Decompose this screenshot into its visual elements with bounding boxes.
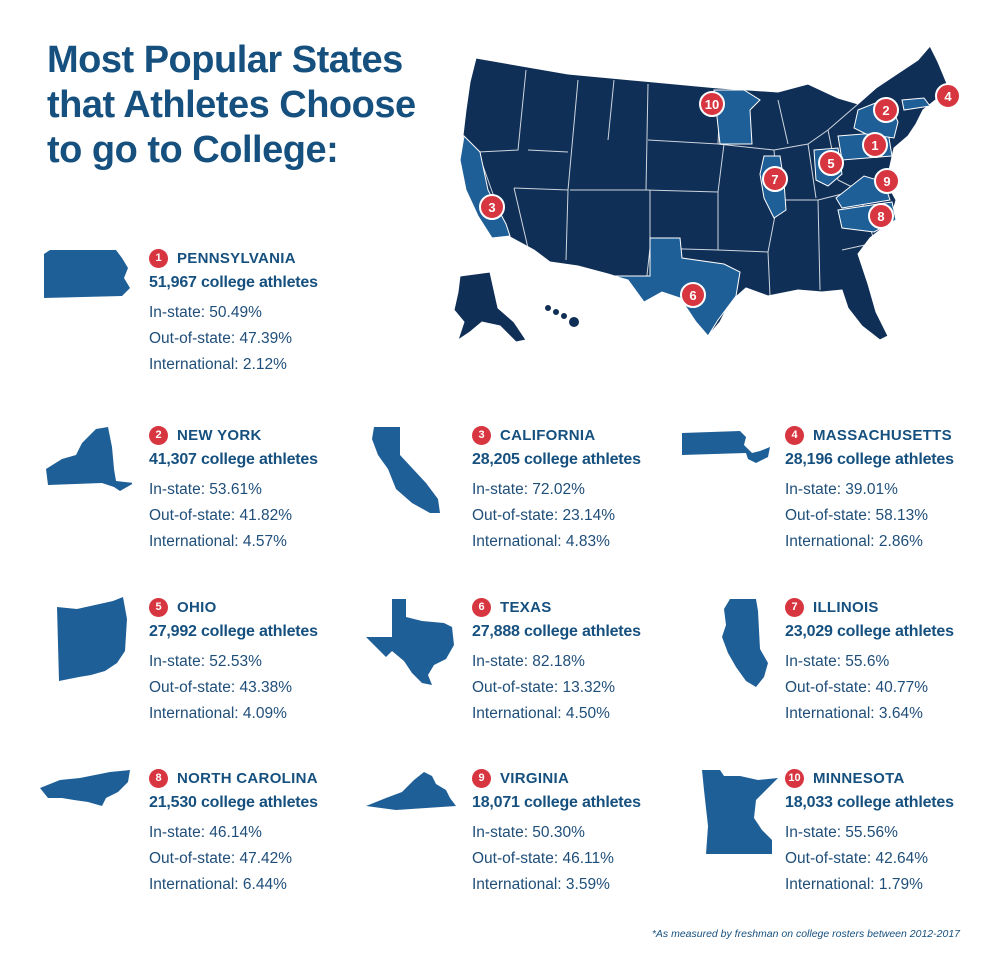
in-state-percent: In-state: 55.6% [785,653,890,670]
new-york-shape-icon [46,427,132,491]
map-pin-5: 5 [818,150,844,176]
out-of-state-percent: Out-of-state: 43.38% [149,679,293,696]
california-shape-icon [372,427,440,513]
north-carolina-shape-icon [40,770,130,806]
state-card-ohio: 5 OHIO 27,992 college athletes In-state:… [55,597,375,737]
state-card-illinois: 7 ILLINOIS 23,029 college athletes In-st… [712,597,1000,737]
international-percent: International: 4.50% [472,705,610,722]
map-pin-6: 6 [680,282,706,308]
map-pin-8: 8 [868,203,894,229]
athlete-total: 27,888 college athletes [472,623,641,640]
footnote: *As measured by freshman on college rost… [651,928,960,940]
out-of-state-percent: Out-of-state: 42.64% [785,850,929,867]
athlete-total: 27,992 college athletes [149,623,318,640]
state-name: ILLINOIS [813,598,879,616]
texas-highlight [613,237,741,337]
state-card-north-carolina: 8 NORTH CAROLINA 21,530 college athletes… [40,768,360,908]
state-card-pennsylvania: 1 PENNSYLVANIA 51,967 college athletes I… [42,248,362,388]
athlete-total: 51,967 college athletes [149,274,318,291]
out-of-state-percent: Out-of-state: 23.14% [472,507,616,524]
pennsylvania-shape-icon [44,250,130,298]
out-of-state-percent: Out-of-state: 41.82% [149,507,293,524]
page-title: Most Popular States that Athletes Choose t… [47,39,416,171]
rank-badge: 5 [149,597,168,617]
international-percent: International: 2.12% [149,356,287,373]
alaska-shape [453,271,527,343]
state-card-texas: 6 TEXAS 27,888 college athletes In-state… [366,597,686,737]
virginia-shape-icon [366,772,456,810]
state-name: MINNESOTA [813,769,905,787]
athlete-total: 18,071 college athletes [472,794,641,811]
international-percent: International: 4.57% [149,533,287,550]
rank-badge: 3 [472,425,491,445]
hawaii-shape [545,305,579,327]
in-state-percent: In-state: 55.56% [785,824,898,841]
in-state-percent: In-state: 82.18% [472,653,585,670]
massachusetts-shape-icon [682,431,770,463]
state-name: CALIFORNIA [500,426,596,444]
map-pin-1: 1 [862,132,888,158]
in-state-percent: In-state: 46.14% [149,824,262,841]
in-state-percent: In-state: 52.53% [149,653,262,670]
state-name: VIRGINIA [500,769,570,787]
state-name: NORTH CAROLINA [177,769,318,787]
massachusetts-highlight [901,97,931,111]
us-mainland-shape [461,45,949,341]
state-name: TEXAS [500,598,552,616]
in-state-percent: In-state: 50.49% [149,304,262,321]
athlete-total: 18,033 college athletes [785,794,954,811]
international-percent: International: 3.59% [472,876,610,893]
international-percent: International: 4.83% [472,533,610,550]
rank-badge: 2 [149,425,168,445]
international-percent: International: 3.64% [785,705,923,722]
international-percent: International: 1.79% [785,876,923,893]
state-name: OHIO [177,598,217,616]
in-state-percent: In-state: 53.61% [149,481,262,498]
in-state-percent: In-state: 39.01% [785,481,898,498]
rank-badge: 9 [472,768,491,788]
minnesota-highlight [713,89,761,145]
texas-shape-icon [366,599,454,685]
out-of-state-percent: Out-of-state: 40.77% [785,679,929,696]
international-percent: International: 4.09% [149,705,287,722]
ohio-shape-icon [57,597,127,681]
out-of-state-percent: Out-of-state: 46.11% [472,850,614,867]
rank-badge: 10 [785,768,804,788]
state-name: NEW YORK [177,426,262,444]
rank-badge: 4 [785,425,804,445]
out-of-state-percent: Out-of-state: 47.39% [149,330,293,347]
rank-badge: 6 [472,597,491,617]
in-state-percent: In-state: 50.30% [472,824,585,841]
map-pin-9: 9 [874,168,900,194]
map-pin-7: 7 [762,166,788,192]
state-name: MASSACHUSETTS [813,426,952,444]
state-card-california: 3 CALIFORNIA 28,205 college athletes In-… [366,425,686,565]
out-of-state-percent: Out-of-state: 58.13% [785,507,929,524]
athlete-total: 41,307 college athletes [149,451,318,468]
illinois-shape-icon [722,599,768,687]
in-state-percent: In-state: 72.02% [472,481,585,498]
state-card-massachusetts: 4 MASSACHUSETTS 28,196 college athletes … [682,425,1000,565]
us-map: 1 2 3 4 5 6 7 8 9 10 [418,40,978,370]
athlete-total: 28,196 college athletes [785,451,954,468]
out-of-state-percent: Out-of-state: 13.32% [472,679,616,696]
state-card-minnesota: 10 MINNESOTA 18,033 college athletes In-… [700,768,1000,908]
athlete-total: 23,029 college athletes [785,623,954,640]
state-name: PENNSYLVANIA [177,249,296,267]
international-percent: International: 6.44% [149,876,287,893]
map-pin-3: 3 [479,194,505,220]
rank-badge: 1 [149,248,168,268]
map-pin-4: 4 [935,83,961,109]
rank-badge: 8 [149,768,168,788]
out-of-state-percent: Out-of-state: 47.42% [149,850,293,867]
state-card-virginia: 9 VIRGINIA 18,071 college athletes In-st… [366,768,686,908]
state-card-new-york: 2 NEW YORK 41,307 college athletes In-st… [42,425,362,565]
international-percent: International: 2.86% [785,533,923,550]
minnesota-shape-icon [702,770,778,854]
athlete-total: 28,205 college athletes [472,451,641,468]
athlete-total: 21,530 college athletes [149,794,318,811]
map-pin-2: 2 [873,97,899,123]
map-pin-10: 10 [699,91,725,117]
rank-badge: 7 [785,597,804,617]
